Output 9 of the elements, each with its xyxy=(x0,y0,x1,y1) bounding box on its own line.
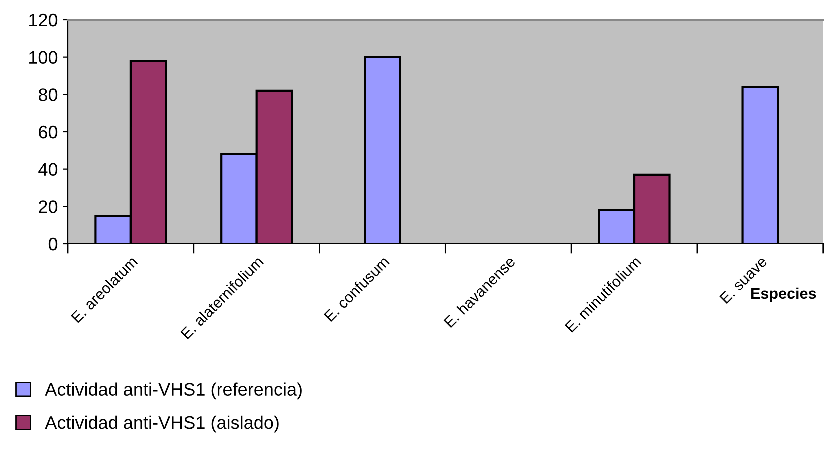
y-tick-label: 100 xyxy=(30,51,58,64)
y-tick-label: 60 xyxy=(39,126,58,139)
legend-label: Actividad anti-VHS1 (aislado) xyxy=(45,416,279,433)
legend-label: Actividad anti-VHS1 (referencia) xyxy=(45,382,302,400)
y-tick-label: 0 xyxy=(48,238,58,251)
y-tick-label: 20 xyxy=(39,200,58,214)
y-tick-label: 120 xyxy=(30,14,58,27)
y-tick-label: 40 xyxy=(38,163,58,176)
y-tick-label: 80 xyxy=(38,88,58,102)
